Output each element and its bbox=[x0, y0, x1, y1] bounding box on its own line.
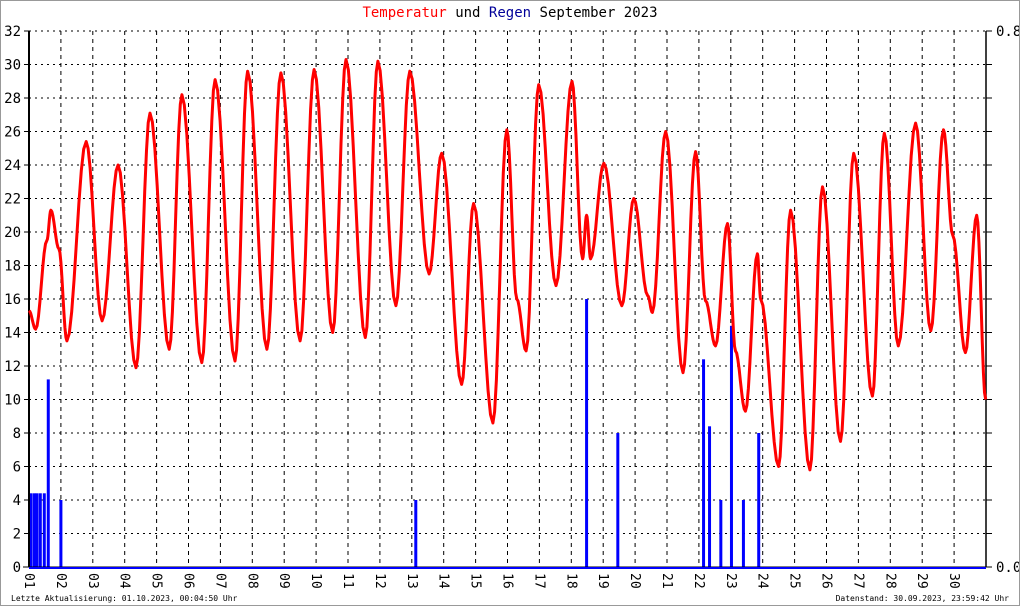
x-tick-label: 22 bbox=[691, 573, 706, 589]
y-tick-label: 24 bbox=[4, 158, 21, 174]
rain-bar bbox=[414, 500, 418, 567]
x-tick-label: 13 bbox=[404, 573, 419, 589]
y-tick-label: 6 bbox=[13, 460, 21, 476]
y-tick-label: 32 bbox=[4, 24, 21, 40]
rain-bar bbox=[35, 493, 39, 567]
y-tick-label: 10 bbox=[4, 393, 21, 409]
y-tick-label: 8 bbox=[13, 426, 21, 442]
x-tick-label: 08 bbox=[244, 573, 259, 589]
x-tick-label: 14 bbox=[436, 573, 451, 589]
x-tick-label: 03 bbox=[85, 573, 100, 589]
y-tick-label: 28 bbox=[4, 91, 21, 107]
x-tick-label: 18 bbox=[563, 573, 578, 589]
y-tick-label: 22 bbox=[4, 192, 21, 208]
temperature-line bbox=[28, 58, 988, 472]
y-tick-label: 12 bbox=[4, 359, 21, 375]
rain-bar bbox=[757, 433, 761, 567]
x-tick-label: 28 bbox=[882, 573, 897, 589]
y-tick-label: 16 bbox=[4, 292, 21, 308]
x-tick-label: 04 bbox=[117, 573, 132, 589]
x-tick-label: 23 bbox=[723, 573, 738, 589]
y-tick-label: 20 bbox=[4, 225, 21, 241]
y-tick-label: 2 bbox=[13, 527, 21, 543]
x-tick-label: 15 bbox=[468, 573, 483, 589]
data-state: Datenstand: 30.09.2023, 23:59:42 Uhr bbox=[835, 594, 1009, 603]
x-tick-label: 09 bbox=[276, 573, 291, 589]
x-tick-label: 16 bbox=[500, 573, 515, 589]
y-tick-label: 26 bbox=[4, 125, 21, 141]
x-tick-label: 30 bbox=[946, 573, 961, 589]
x-tick-label: 07 bbox=[212, 573, 227, 589]
rain-bar bbox=[741, 500, 745, 567]
rain-bar bbox=[32, 493, 36, 567]
rain-bar bbox=[29, 493, 33, 567]
rain-bar bbox=[38, 493, 42, 567]
x-tick-label: 10 bbox=[308, 573, 323, 589]
x-tick-label: 24 bbox=[755, 573, 770, 589]
rain-bar bbox=[59, 500, 63, 567]
y-tick-label: 4 bbox=[13, 493, 21, 509]
x-tick-label: 05 bbox=[149, 573, 164, 589]
title-temperature: Temperatur bbox=[362, 5, 447, 21]
y-tick-label: 30 bbox=[4, 58, 21, 74]
rain-bar bbox=[46, 379, 50, 567]
x-tick-label: 17 bbox=[531, 573, 546, 589]
y-right-tick-label: 0.8 bbox=[996, 24, 1019, 40]
rain-bar bbox=[708, 426, 712, 567]
rain-bar bbox=[719, 500, 723, 567]
rain-bar bbox=[702, 359, 706, 567]
x-tick-label: 29 bbox=[914, 573, 929, 589]
x-tick-label: 11 bbox=[340, 573, 355, 589]
title-month: September 2023 bbox=[539, 5, 658, 21]
last-update: Letzte Aktualisierung: 01.10.2023, 00:04… bbox=[11, 594, 238, 603]
rain-bar bbox=[42, 493, 46, 567]
title-rain: Regen bbox=[488, 5, 532, 21]
rain-bar bbox=[585, 299, 589, 567]
x-tick-label: 19 bbox=[595, 573, 610, 589]
x-tick-label: 25 bbox=[787, 573, 802, 589]
rain-bar bbox=[616, 433, 620, 567]
x-tick-label: 27 bbox=[850, 573, 865, 589]
chart-title: Temperatur und Regen September 2023 bbox=[1, 5, 1019, 21]
x-tick-label: 21 bbox=[659, 573, 674, 589]
x-tick-label: 06 bbox=[181, 573, 196, 589]
x-tick-label: 02 bbox=[53, 573, 68, 589]
rain-bar bbox=[729, 325, 733, 567]
x-tick-label: 01 bbox=[21, 573, 36, 589]
y-tick-label: 18 bbox=[4, 259, 21, 275]
y-right-tick-label: 0.0 bbox=[996, 560, 1019, 576]
y-tick-label: 14 bbox=[4, 326, 21, 342]
x-tick-label: 26 bbox=[819, 573, 834, 589]
x-tick-label: 20 bbox=[627, 573, 642, 589]
title-and: und bbox=[455, 5, 481, 21]
x-tick-label: 12 bbox=[372, 573, 387, 589]
y-tick-label: 0 bbox=[13, 560, 21, 576]
